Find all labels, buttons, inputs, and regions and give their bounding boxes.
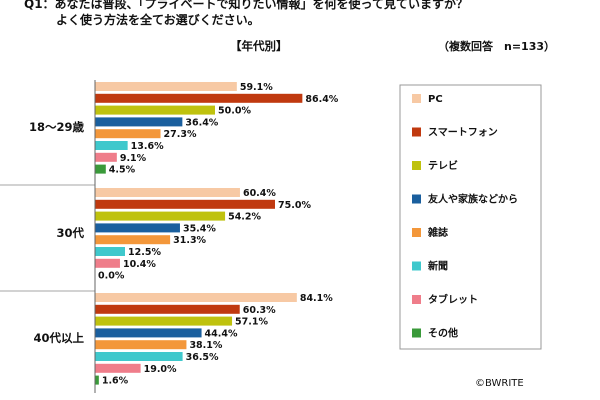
data-label: 27.3% — [164, 129, 197, 140]
legend-swatch — [412, 261, 421, 271]
bar-1-5 — [95, 247, 125, 256]
legend-label: 新聞 — [428, 260, 448, 273]
category-label: 40代以上 — [33, 331, 84, 345]
question-title: Q1：あなたは普段、「プライベートで知りたい情報」を何を使って見ていますか？ — [24, 0, 468, 11]
data-label: 60.3% — [243, 305, 276, 316]
legend-swatch — [412, 94, 421, 103]
legend-swatch — [412, 328, 421, 338]
legend-label: テレビ — [428, 159, 458, 172]
legend-label: スマートフォン — [428, 127, 498, 139]
bar-2-4 — [95, 340, 187, 350]
legend-swatch — [412, 228, 421, 237]
legend-swatch — [412, 295, 421, 304]
bar-0-7 — [95, 164, 106, 174]
bar-0-1 — [95, 93, 303, 103]
bar-0-2 — [95, 105, 215, 115]
data-label: 1.6% — [102, 376, 129, 387]
data-label: 4.5% — [109, 165, 136, 176]
data-label: 50.0% — [218, 106, 251, 117]
sample-note: （複数回答 n=133） — [438, 40, 556, 53]
bar-1-4 — [95, 235, 171, 245]
data-label: 44.4% — [205, 328, 238, 339]
question-instruction: よく使う方法を全てお選びください。 — [56, 13, 260, 27]
data-label: 10.4% — [123, 259, 156, 270]
copyright-text: ©BWRITE — [475, 378, 524, 389]
bar-2-5 — [95, 352, 183, 361]
data-label: 38.1% — [189, 340, 222, 351]
bar-1-3 — [95, 223, 180, 233]
data-label: 36.4% — [185, 117, 218, 128]
data-label: 12.5% — [128, 247, 161, 258]
data-label: 36.5% — [186, 352, 219, 363]
legend-label: その他 — [428, 327, 458, 340]
bar-0-4 — [95, 129, 161, 139]
data-label: 35.4% — [183, 223, 216, 234]
data-label: 0.0% — [98, 271, 125, 282]
bar-2-1 — [95, 304, 240, 314]
bar-2-3 — [95, 328, 202, 338]
data-label: 57.1% — [235, 317, 268, 328]
legend-label: 友人や家族などから — [428, 193, 518, 206]
legend-label: 雑誌 — [427, 226, 448, 239]
data-label: 13.6% — [131, 141, 164, 152]
data-label: 60.4% — [243, 188, 276, 199]
data-label: 75.0% — [278, 200, 311, 211]
bar-0-0 — [95, 82, 237, 91]
data-label: 86.4% — [305, 94, 338, 105]
data-label: 31.3% — [173, 235, 206, 246]
bar-0-5 — [95, 141, 128, 150]
legend-box — [399, 84, 542, 350]
legend-label: PC — [428, 94, 443, 105]
data-label: 9.1% — [120, 153, 147, 164]
bar-1-2 — [95, 211, 226, 221]
data-label: 19.0% — [144, 364, 177, 375]
legend-swatch — [412, 194, 421, 204]
legend-label: タブレット — [428, 293, 478, 306]
bar-0-3 — [95, 117, 183, 127]
legend-swatch — [412, 161, 421, 170]
bar-2-0 — [95, 293, 297, 302]
bar-1-0 — [95, 188, 240, 197]
chart-subtitle: 【年代別】 — [230, 39, 288, 53]
bar-2-6 — [95, 363, 141, 373]
category-label: 18～29歳 — [29, 120, 85, 134]
data-label: 54.2% — [228, 212, 261, 223]
legend-swatch — [412, 127, 421, 137]
bar-2-2 — [95, 316, 233, 326]
bar-1-6 — [95, 258, 120, 268]
bar-2-7 — [95, 375, 99, 385]
category-label: 30代 — [56, 226, 84, 240]
bar-1-1 — [95, 199, 275, 209]
data-label: 59.1% — [240, 82, 273, 93]
data-label: 84.1% — [300, 293, 333, 304]
bar-0-6 — [95, 152, 117, 162]
